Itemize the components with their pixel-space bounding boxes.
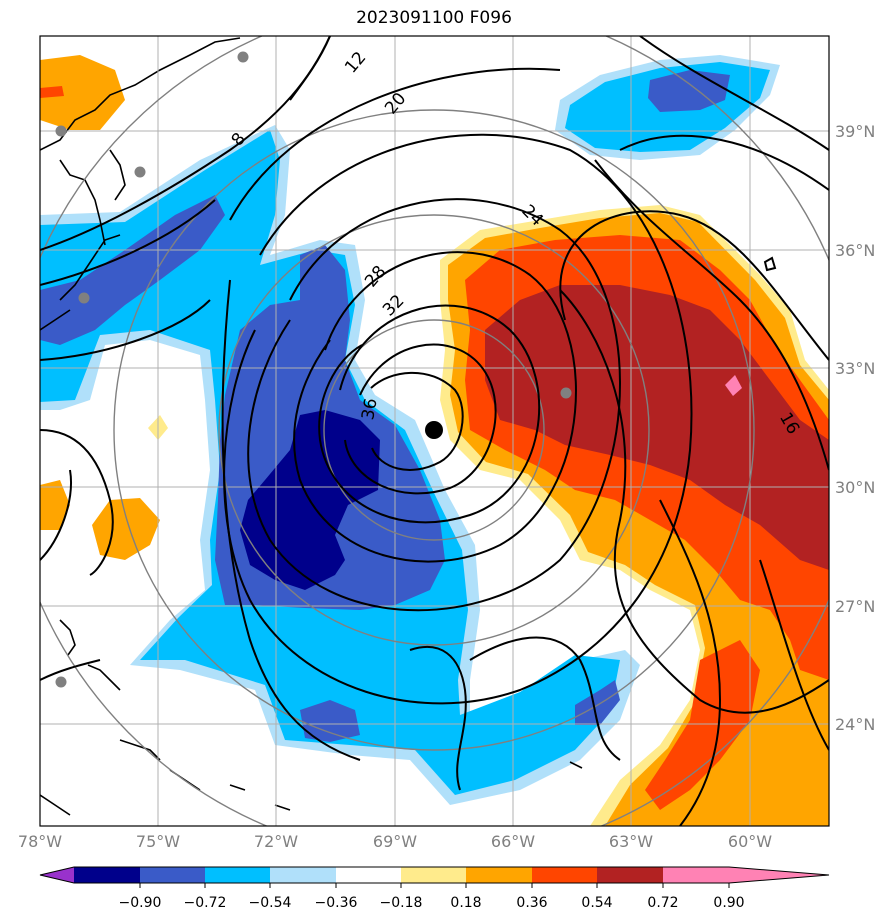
- colorbar-tick-1: −0.72: [184, 895, 227, 911]
- colorbar-segment-2: [140, 867, 205, 883]
- lat-label-36n: 36°N: [835, 241, 875, 260]
- range-rings: [40, 36, 829, 826]
- colorbar-segment-5: [336, 867, 401, 883]
- lat-lon-grid: [40, 36, 829, 826]
- colorbar: −0.90 −0.72 −0.54 −0.36 −0.18 0.18 0.36 …: [39, 866, 830, 911]
- coastline: [40, 37, 583, 816]
- lon-label-60w: 60°W: [728, 832, 772, 851]
- colorbar-extend-max: [729, 867, 829, 883]
- colorbar-segment-0: [40, 867, 74, 883]
- colorbar-segment-7: [466, 867, 532, 883]
- lon-label-69w: 69°W: [373, 832, 417, 851]
- colorbar-segment-1: [74, 867, 140, 883]
- height-contours: [40, 36, 829, 826]
- lon-label-63w: 63°W: [609, 832, 653, 851]
- lon-label-75w: 75°W: [136, 832, 180, 851]
- colorbar-tick-3: −0.36: [315, 895, 358, 911]
- colorbar-segment-8: [532, 867, 597, 883]
- colorbar-segment-3: [205, 867, 270, 883]
- lon-label-72w: 72°W: [254, 832, 298, 851]
- colorbar-segment-10: [663, 867, 729, 883]
- colorbar-tick-0: −0.90: [119, 895, 162, 911]
- colorbar-segment-9: [597, 867, 663, 883]
- latitude-labels: 39°N 36°N 33°N 30°N 27°N 24°N: [835, 122, 875, 734]
- colorbar-segment-4: [270, 867, 336, 883]
- colorbar-tick-9: 0.90: [713, 895, 744, 911]
- map-plot-area: 8 12 20 24 28 32 36 16: [40, 36, 829, 826]
- map-title: 2023091100 F096: [356, 8, 512, 28]
- lat-label-33n: 33°N: [835, 359, 875, 378]
- negative-anomaly-fill: [40, 55, 780, 805]
- colorbar-tick-2: −0.54: [249, 895, 292, 911]
- positive-anomaly-fill: [40, 55, 829, 826]
- colorbar-tick-5: 0.18: [450, 895, 481, 911]
- city-markers: [55, 51, 572, 688]
- storm-center-marker: [425, 421, 443, 439]
- longitude-labels: 78°W 75°W 72°W 69°W 66°W 63°W 60°W: [18, 832, 772, 851]
- colorbar-segment-6: [401, 867, 466, 883]
- lat-label-24n: 24°N: [835, 715, 875, 734]
- colorbar-tick-4: −0.18: [380, 895, 423, 911]
- lat-label-39n: 39°N: [835, 122, 875, 141]
- lat-label-30n: 30°N: [835, 478, 875, 497]
- contour-label-36: 36: [358, 397, 381, 422]
- colorbar-tick-7: 0.54: [581, 895, 612, 911]
- colorbar-tick-8: 0.72: [647, 895, 678, 911]
- lat-label-27n: 27°N: [835, 597, 875, 616]
- map-frame: [39, 35, 830, 827]
- lon-label-66w: 66°W: [491, 832, 535, 851]
- lon-label-78w: 78°W: [18, 832, 62, 851]
- colorbar-tick-6: 0.36: [516, 895, 547, 911]
- colorbar-outline: [39, 866, 830, 884]
